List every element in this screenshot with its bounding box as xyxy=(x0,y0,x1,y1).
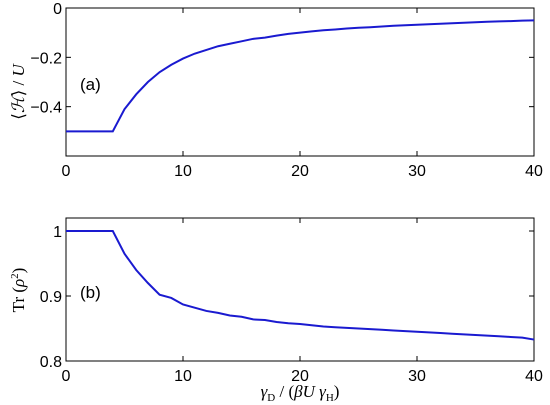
panel-a-y-axis-label: ⟨ℋ⟩ / U xyxy=(9,62,29,119)
x-axis-label-sub-d: D xyxy=(267,392,275,404)
panel-b-y-tick-label-0: 1 xyxy=(53,224,62,241)
panel-a-y-axis-label-h: ℋ xyxy=(9,93,29,113)
panel-a-x-tick-label-3: 30 xyxy=(408,163,426,180)
panel-a-series-line xyxy=(66,19,535,133)
panel-a-y-tick-label-0: 0 xyxy=(53,1,62,18)
panel-b-x-tick-label-1: 10 xyxy=(174,368,192,385)
panel-a: (a) 0 10 20 30 40 0 −0.2 −0.4 ⟨ℋ⟩ / U xyxy=(9,1,543,180)
panel-b-y-axis-label-rho: ρ xyxy=(9,279,28,288)
x-axis-label-sep: / ( xyxy=(275,382,294,401)
panel-b-x-axis-label: γD / (βU γH) xyxy=(261,382,340,404)
panel-a-x-tick-label-4: 40 xyxy=(525,163,543,180)
panel-a-y-axis-label-sep: ⟩ / xyxy=(9,76,28,96)
panel-a-x-tick-label-2: 20 xyxy=(291,163,309,180)
panel-b-y-axis-label-tr: Tr ( xyxy=(9,287,28,313)
panel-b-y-axis-label-sup: 2 xyxy=(9,273,21,279)
panel-a-ticks: 0 10 20 30 40 0 −0.2 −0.4 xyxy=(30,1,543,180)
panel-a-x-tick-label-0: 0 xyxy=(62,163,71,180)
panel-b-x-tick-label-3: 30 xyxy=(408,368,426,385)
panel-b: (b) 0 10 20 30 40 1 0.9 0.8 Tr (ρ2) γD / (βU γH… xyxy=(9,217,543,404)
x-axis-label-beta: βU γ xyxy=(293,382,327,401)
panel-b-ticks: 0 10 20 30 40 1 0.9 0.8 xyxy=(40,218,543,385)
x-axis-label-sub-h: H xyxy=(326,392,334,404)
panel-a-y-axis-label-text: ⟨ xyxy=(9,113,28,120)
panel-b-frame xyxy=(65,217,535,362)
panel-a-y-axis-label-u: U xyxy=(9,62,28,76)
panel-a-frame xyxy=(65,7,535,157)
panel-a-label: (a) xyxy=(80,75,101,94)
x-axis-label-close: ) xyxy=(334,382,340,401)
x-axis-label-gamma-d: γ xyxy=(261,382,269,401)
panel-b-x-tick-label-0: 0 xyxy=(62,368,71,385)
panel-a-x-tick-label-1: 10 xyxy=(174,163,192,180)
panel-a-y-tick-label-1: −0.2 xyxy=(30,50,62,67)
panel-b-y-tick-label-2: 0.8 xyxy=(40,354,62,371)
panel-b-series-line xyxy=(66,230,535,341)
panel-b-y-axis-label: Tr (ρ2) xyxy=(9,268,28,313)
panel-b-y-tick-label-1: 0.9 xyxy=(40,289,62,306)
panel-b-x-tick-label-4: 40 xyxy=(525,368,543,385)
panel-b-y-axis-label-close: ) xyxy=(9,268,28,274)
panel-b-x-tick-label-2: 20 xyxy=(291,368,309,385)
panel-a-y-tick-label-2: −0.4 xyxy=(30,100,62,117)
panel-b-label: (b) xyxy=(80,283,101,302)
